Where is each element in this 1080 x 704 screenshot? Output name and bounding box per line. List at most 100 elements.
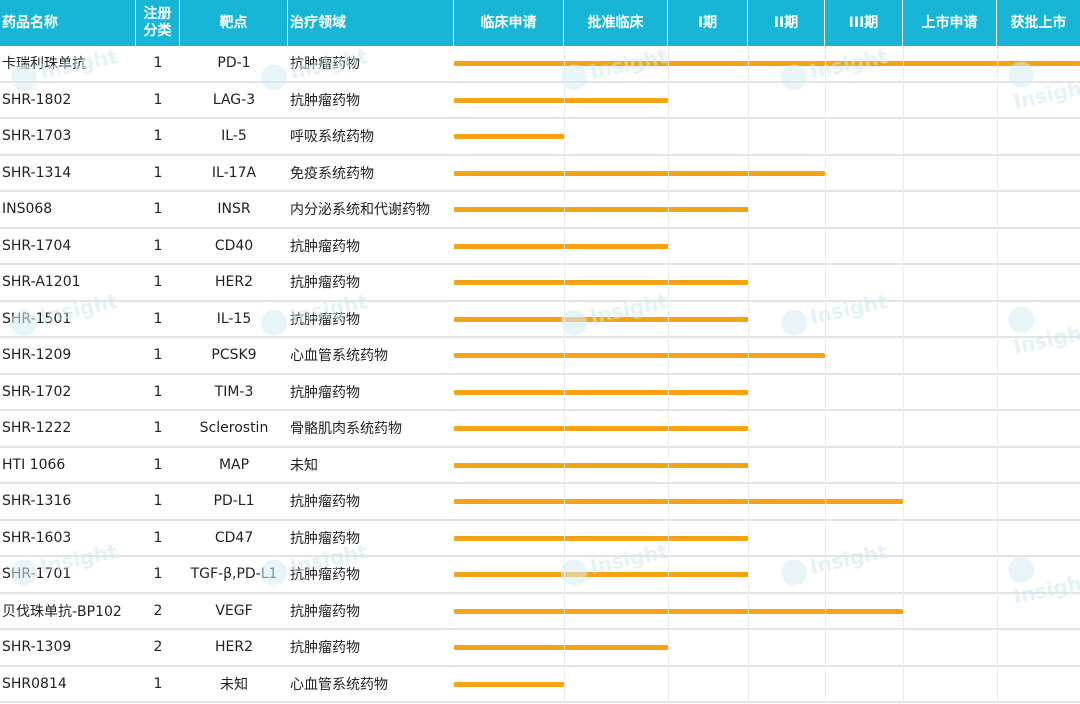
drug-name-cell: INS068 xyxy=(2,201,53,218)
reg-class-cell: 1 xyxy=(153,566,163,583)
progress-bar xyxy=(454,645,668,650)
therapy-area-cell: 抗肿瘤药物 xyxy=(290,530,360,547)
reg-class-cell: 1 xyxy=(153,383,163,400)
progress-bar xyxy=(454,426,748,431)
table-header: 药品名称 注册分类 靶点 治疗领域 临床申请 批准临床 I期 II期 III期 … xyxy=(0,0,1080,46)
header-drug-name: 药品名称 xyxy=(0,0,136,46)
target-cell: IL-17A xyxy=(211,164,257,181)
progress-bar xyxy=(454,97,668,103)
therapy-area-cell: 呼吸系统药物 xyxy=(290,129,374,146)
drug-name-cell: SHR-1314 xyxy=(2,164,72,181)
target-cell: IL-15 xyxy=(216,310,252,327)
target-cell: HER2 xyxy=(214,639,253,656)
drug-name-cell: SHR-1703 xyxy=(2,128,72,145)
table-row: SHR-1209 1 PCSK9 心血管系统药物 xyxy=(0,338,1080,375)
header-target: 靶点 xyxy=(180,0,288,46)
target-cell: IL-5 xyxy=(221,128,247,145)
progress-bar xyxy=(454,280,748,285)
table-row: 卡瑞利珠单抗 1 PD-1 抗肿瘤药物 xyxy=(0,46,1080,83)
table-row: HTI 1066 1 MAP 未知 xyxy=(0,448,1080,484)
table-row: SHR-1501 1 IL-15 抗肿瘤药物 xyxy=(0,302,1080,338)
drug-name-cell: SHR-1603 xyxy=(2,529,72,546)
target-cell: PD-L1 xyxy=(213,493,255,510)
table-row: SHR-1703 1 IL-5 呼吸系统药物 xyxy=(0,119,1080,156)
progress-bar xyxy=(454,535,748,541)
reg-class-cell: 2 xyxy=(153,639,163,656)
reg-class-cell: 1 xyxy=(153,164,163,181)
target-cell: Sclerostin xyxy=(199,420,269,437)
header-phase-4: II期 xyxy=(748,0,825,46)
drug-name-cell: SHR-1309 xyxy=(2,639,72,656)
drug-name-cell: SHR-1802 xyxy=(2,91,72,108)
header-phase-5: III期 xyxy=(825,0,903,46)
drug-name-cell: SHR0814 xyxy=(2,675,67,692)
table-row: SHR-1309 2 HER2 抗肿瘤药物 xyxy=(0,630,1080,667)
table-row: INS068 1 INSR 内分泌系统和代谢药物 xyxy=(0,192,1080,229)
table-row: SHR-1802 1 LAG-3 抗肿瘤药物 xyxy=(0,83,1080,119)
progress-bar xyxy=(454,170,825,176)
therapy-area-cell: 抗肿瘤药物 xyxy=(290,92,360,109)
reg-class-cell: 1 xyxy=(153,420,163,437)
therapy-area-cell: 心血管系统药物 xyxy=(290,348,388,365)
target-cell: HER2 xyxy=(214,274,253,291)
table-row: SHR-1314 1 IL-17A 免疫系统药物 xyxy=(0,156,1080,192)
therapy-area-cell: 免疫系统药物 xyxy=(290,165,374,182)
target-cell: 未知 xyxy=(220,676,248,693)
reg-class-cell: 1 xyxy=(153,529,163,546)
therapy-area-cell: 抗肿瘤药物 xyxy=(290,238,360,255)
therapy-area-cell: 抗肿瘤药物 xyxy=(290,56,360,73)
reg-class-cell: 1 xyxy=(153,493,163,510)
reg-class-cell: 1 xyxy=(153,274,163,291)
drug-name-cell: SHR-1316 xyxy=(2,493,72,510)
reg-class-cell: 1 xyxy=(153,128,163,145)
progress-bar xyxy=(454,353,825,358)
phase-gridline xyxy=(564,46,565,704)
progress-bar xyxy=(454,681,564,687)
therapy-area-cell: 心血管系统药物 xyxy=(290,676,388,693)
header-therapy-area: 治疗领域 xyxy=(288,0,454,46)
table-row: SHR-1603 1 CD47 抗肿瘤药物 xyxy=(0,521,1080,557)
therapy-area-cell: 骨骼肌肉系统药物 xyxy=(290,421,402,438)
drug-name-cell: SHR-1222 xyxy=(2,420,72,437)
table-row: SHR-1701 1 TGF-β,PD-L1 抗肿瘤药物 xyxy=(0,557,1080,594)
header-phase-1: 临床申请 xyxy=(454,0,564,46)
phase-gridline xyxy=(748,46,749,704)
reg-class-cell: 2 xyxy=(153,602,163,619)
therapy-area-cell: 抗肿瘤药物 xyxy=(290,640,360,657)
progress-bar xyxy=(454,134,564,139)
drug-name-cell: 卡瑞利珠单抗 xyxy=(2,56,86,73)
progress-bar xyxy=(454,243,668,249)
therapy-area-cell: 抗肿瘤药物 xyxy=(290,384,360,401)
reg-class-cell: 1 xyxy=(153,55,163,72)
table-row: SHR0814 1 未知 心血管系统药物 xyxy=(0,667,1080,703)
reg-class-cell: 1 xyxy=(153,310,163,327)
progress-bar xyxy=(454,499,903,504)
reg-class-cell: 1 xyxy=(153,456,163,473)
header-phase-3: I期 xyxy=(668,0,748,46)
header-reg-class: 注册分类 xyxy=(136,0,180,46)
progress-bar xyxy=(454,61,1080,66)
table-row: SHR-1702 1 TIM-3 抗肿瘤药物 xyxy=(0,375,1080,411)
target-cell: PCSK9 xyxy=(211,347,257,364)
drug-name-cell: HTI 1066 xyxy=(2,456,66,473)
progress-bar xyxy=(454,462,748,468)
therapy-area-cell: 内分泌系统和代谢药物 xyxy=(290,202,430,219)
header-reg-class-label: 注册分类 xyxy=(143,6,172,39)
therapy-area-cell: 抗肿瘤药物 xyxy=(290,603,360,620)
drug-name-cell: SHR-A1201 xyxy=(2,274,81,291)
table-row: SHR-A1201 1 HER2 抗肿瘤药物 xyxy=(0,265,1080,302)
drug-name-cell: 贝伐珠单抗-BP102 xyxy=(2,603,122,620)
header-phase-6: 上市申请 xyxy=(903,0,997,46)
reg-class-cell: 1 xyxy=(153,201,163,218)
therapy-area-cell: 抗肿瘤药物 xyxy=(290,311,360,328)
target-cell: VEGF xyxy=(215,602,253,619)
progress-bar xyxy=(454,389,748,395)
target-cell: LAG-3 xyxy=(212,91,256,108)
table-row: SHR-1316 1 PD-L1 抗肿瘤药物 xyxy=(0,484,1080,521)
drug-name-cell: SHR-1501 xyxy=(2,310,72,327)
target-cell: TIM-3 xyxy=(214,383,254,400)
target-cell: CD47 xyxy=(214,529,254,546)
target-cell: MAP xyxy=(218,456,250,473)
target-cell: PD-1 xyxy=(217,55,251,72)
